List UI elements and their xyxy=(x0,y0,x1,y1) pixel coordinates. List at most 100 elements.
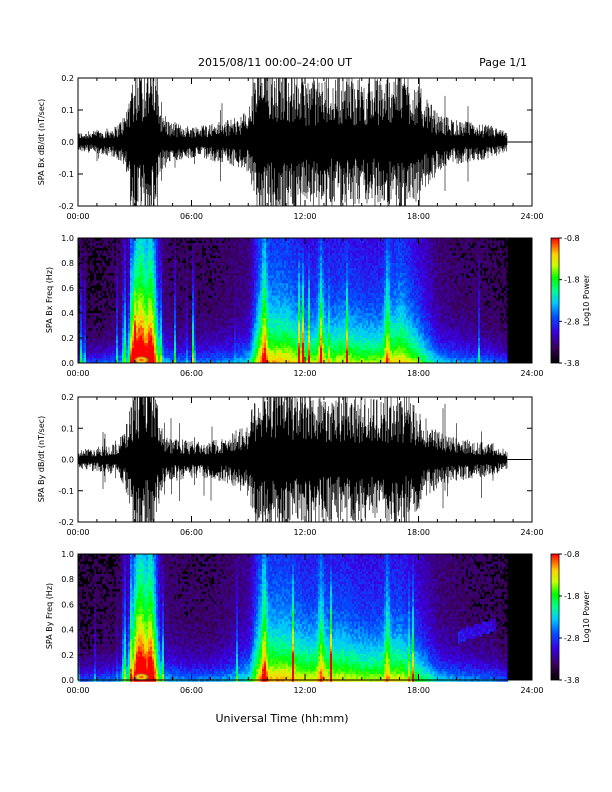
panel1-cell xyxy=(262,283,264,286)
panel1-cell xyxy=(282,266,284,269)
panel1-cell xyxy=(94,296,96,299)
panel1-cell xyxy=(284,321,286,324)
panel1-cell xyxy=(208,258,210,261)
panel1-cell xyxy=(142,303,144,306)
panel1-cell xyxy=(102,278,104,281)
panel1-cell xyxy=(100,266,102,269)
page-indicator: Page 1/1 xyxy=(479,56,527,69)
panel1-cell xyxy=(248,351,250,354)
panel1-cell xyxy=(256,358,258,361)
panel1-cell xyxy=(278,318,280,321)
panel1-cell xyxy=(254,341,256,344)
panel1-cell xyxy=(282,251,284,254)
panel1-cell xyxy=(238,288,240,291)
panel1-cell xyxy=(152,256,154,259)
panel1-cell xyxy=(116,313,118,316)
panel1-cell xyxy=(180,268,182,271)
panel1-cell xyxy=(198,351,200,354)
panel1-cell xyxy=(90,298,92,301)
panel1-cell xyxy=(160,306,162,309)
panel1-cell xyxy=(210,323,212,326)
panel1-cell xyxy=(80,333,82,336)
panel1-cell xyxy=(252,341,254,344)
panel1-cell xyxy=(256,263,258,266)
panel1-cell xyxy=(144,318,146,321)
panel1-cell xyxy=(256,246,258,249)
panel1-cell xyxy=(188,321,190,324)
panel1-cell xyxy=(172,281,174,284)
panel1-cell xyxy=(132,303,134,306)
panel1-cell xyxy=(134,281,136,284)
panel1-cell xyxy=(166,318,168,321)
panel1-cell xyxy=(268,253,270,256)
panel1-cell xyxy=(172,328,174,331)
panel1-cell xyxy=(272,243,274,246)
panel1-cell xyxy=(152,323,154,326)
panel1-cell xyxy=(152,321,154,324)
panel1-cell xyxy=(248,353,250,356)
panel1-cell xyxy=(204,343,206,346)
panel1-cell xyxy=(112,271,114,274)
panel1-cell xyxy=(260,243,262,246)
panel1-cell xyxy=(288,271,290,274)
panel1-cell xyxy=(226,331,228,334)
panel1-cell xyxy=(166,261,168,264)
panel1-cell xyxy=(194,276,196,279)
panel1-cell xyxy=(166,253,168,256)
panel1-cell xyxy=(190,323,192,326)
panel1-cell xyxy=(186,251,188,254)
panel1-cell xyxy=(182,306,184,309)
panel1-cell xyxy=(138,291,140,294)
panel1-cell xyxy=(98,313,100,316)
panel1-cell xyxy=(174,241,176,244)
panel1-cell xyxy=(190,343,192,346)
panel1-cell xyxy=(206,303,208,306)
panel1-cell xyxy=(200,291,202,294)
panel1-cell xyxy=(244,273,246,276)
panel1-cell xyxy=(246,321,248,324)
panel1-cell xyxy=(184,346,186,349)
panel1-cell xyxy=(108,348,110,351)
panel1-cell xyxy=(230,273,232,276)
panel1-cell xyxy=(212,328,214,331)
panel1-cell xyxy=(120,293,122,296)
panel1-cell xyxy=(166,328,168,331)
panel1-cell xyxy=(158,336,160,339)
panel1-cell xyxy=(272,281,274,284)
panel1-cell xyxy=(216,303,218,306)
panel1-cell xyxy=(84,326,86,329)
panel1-cell xyxy=(248,343,250,346)
panel1-cell xyxy=(100,348,102,351)
panel1-cell xyxy=(214,303,216,306)
panel1-cell xyxy=(286,326,288,329)
panel1-cell xyxy=(120,246,122,249)
panel1-cell xyxy=(126,308,128,311)
panel1-cell xyxy=(138,303,140,306)
panel1-cell xyxy=(94,328,96,331)
panel1-cell xyxy=(236,263,238,266)
panel1-cell xyxy=(278,253,280,256)
panel1-cell xyxy=(86,281,88,284)
panel1-cell xyxy=(252,326,254,329)
panel1-cell xyxy=(128,346,130,349)
panel1-cell xyxy=(182,281,184,284)
panel1-cell xyxy=(134,251,136,254)
panel1-cell xyxy=(140,253,142,256)
panel1-cell xyxy=(176,261,178,264)
panel1-cell xyxy=(246,256,248,259)
panel1-cell xyxy=(166,296,168,299)
panel1-cell xyxy=(246,318,248,321)
panel1-cell xyxy=(222,251,224,254)
panel1-cell xyxy=(262,323,264,326)
panel1-cell xyxy=(256,291,258,294)
panel1-cell xyxy=(186,318,188,321)
panel1-cell xyxy=(98,296,100,299)
panel1-cell xyxy=(274,306,276,309)
panel1-cell xyxy=(152,333,154,336)
panel1-cell xyxy=(82,318,84,321)
panel1-cell xyxy=(186,248,188,251)
panel1-cell xyxy=(254,271,256,274)
panel1-cell xyxy=(258,351,260,354)
panel1-cell xyxy=(288,321,290,324)
panel1-cell xyxy=(108,293,110,296)
